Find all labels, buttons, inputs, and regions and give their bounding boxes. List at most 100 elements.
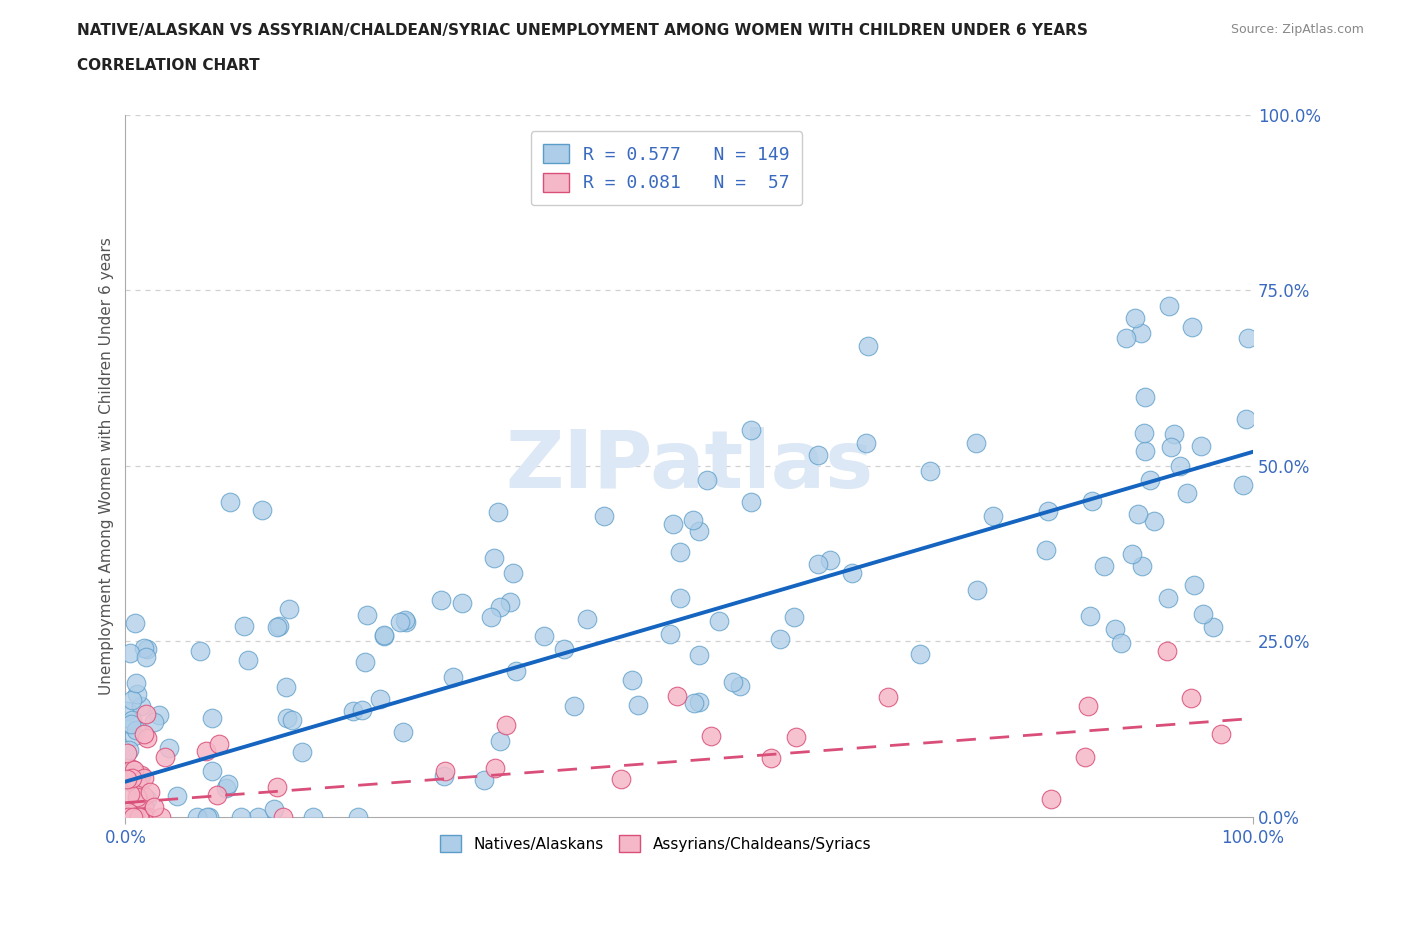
Point xyxy=(198,809,221,824)
Point xyxy=(122,728,145,743)
Point xyxy=(1163,427,1185,442)
Point xyxy=(120,645,142,660)
Point xyxy=(783,609,806,624)
Point xyxy=(134,809,156,824)
Point xyxy=(142,800,165,815)
Point xyxy=(122,809,145,824)
Point xyxy=(150,809,173,824)
Point xyxy=(533,629,555,644)
Point xyxy=(1121,547,1143,562)
Point xyxy=(131,809,153,824)
Point xyxy=(115,809,138,824)
Point xyxy=(1209,726,1232,741)
Point xyxy=(266,779,288,794)
Point xyxy=(769,631,792,646)
Point xyxy=(392,724,415,739)
Point xyxy=(125,723,148,737)
Point xyxy=(1133,426,1156,441)
Point xyxy=(728,679,751,694)
Point xyxy=(121,713,143,728)
Point xyxy=(482,551,505,565)
Point xyxy=(121,693,143,708)
Point xyxy=(217,777,239,791)
Point xyxy=(208,737,231,751)
Point xyxy=(276,711,298,725)
Point xyxy=(131,809,153,824)
Point xyxy=(486,504,509,519)
Point xyxy=(1160,439,1182,454)
Point xyxy=(148,708,170,723)
Point xyxy=(502,565,524,580)
Point xyxy=(488,733,510,748)
Point xyxy=(1181,320,1204,335)
Point xyxy=(132,809,155,824)
Point xyxy=(188,644,211,658)
Point xyxy=(700,729,723,744)
Point xyxy=(117,809,139,824)
Point xyxy=(368,691,391,706)
Point xyxy=(135,650,157,665)
Point xyxy=(807,447,830,462)
Point xyxy=(575,612,598,627)
Point xyxy=(354,655,377,670)
Point xyxy=(1035,542,1057,557)
Point xyxy=(125,778,148,793)
Point xyxy=(120,807,142,822)
Point xyxy=(231,809,253,824)
Point xyxy=(143,715,166,730)
Point xyxy=(1092,558,1115,573)
Point xyxy=(669,591,692,605)
Point xyxy=(627,698,650,712)
Point xyxy=(759,751,782,766)
Point xyxy=(250,502,273,517)
Point xyxy=(981,509,1004,524)
Point xyxy=(121,809,143,824)
Point xyxy=(688,524,710,538)
Point xyxy=(281,712,304,727)
Point xyxy=(668,545,690,560)
Point xyxy=(157,740,180,755)
Point xyxy=(134,726,156,741)
Point xyxy=(115,772,138,787)
Text: ZIPatlas: ZIPatlas xyxy=(505,427,873,505)
Point xyxy=(127,792,149,807)
Point xyxy=(1143,513,1166,528)
Point xyxy=(495,718,517,733)
Point xyxy=(1189,438,1212,453)
Point xyxy=(201,764,224,778)
Point xyxy=(373,628,395,643)
Point xyxy=(135,706,157,721)
Point xyxy=(965,435,987,450)
Point xyxy=(1111,635,1133,650)
Point xyxy=(683,696,706,711)
Point xyxy=(195,809,218,824)
Point xyxy=(129,809,152,824)
Point xyxy=(841,565,863,580)
Point xyxy=(740,423,762,438)
Point xyxy=(1135,390,1157,405)
Point xyxy=(128,769,150,784)
Point xyxy=(388,615,411,630)
Point xyxy=(1078,609,1101,624)
Point xyxy=(121,809,143,824)
Point xyxy=(688,648,710,663)
Point xyxy=(266,619,288,634)
Point xyxy=(166,789,188,804)
Point xyxy=(127,686,149,701)
Text: NATIVE/ALASKAN VS ASSYRIAN/CHALDEAN/SYRIAC UNEMPLOYMENT AMONG WOMEN WITH CHILDRE: NATIVE/ALASKAN VS ASSYRIAN/CHALDEAN/SYRI… xyxy=(77,23,1088,38)
Point xyxy=(479,610,502,625)
Point xyxy=(562,698,585,713)
Point xyxy=(236,653,259,668)
Point xyxy=(918,463,941,478)
Point xyxy=(610,772,633,787)
Point xyxy=(115,809,138,824)
Y-axis label: Unemployment Among Women with Children Under 6 years: Unemployment Among Women with Children U… xyxy=(100,237,114,695)
Point xyxy=(115,704,138,719)
Point xyxy=(1081,493,1104,508)
Point xyxy=(1156,644,1178,658)
Point xyxy=(807,556,830,571)
Point xyxy=(593,508,616,523)
Point xyxy=(1157,591,1180,605)
Point xyxy=(139,784,162,799)
Point xyxy=(124,809,146,824)
